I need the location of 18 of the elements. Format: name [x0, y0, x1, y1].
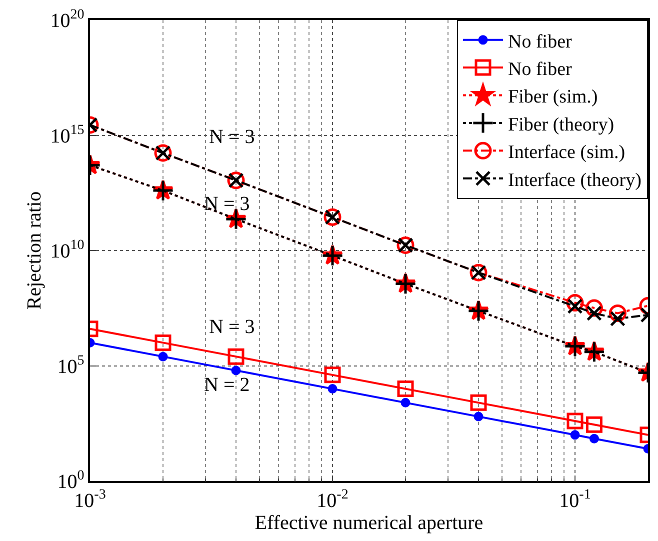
x-axis-title: Effective numerical aperture: [254, 512, 484, 534]
legend-label: Interface (theory): [508, 170, 642, 191]
legend-label: Fiber (sim.): [508, 86, 598, 108]
x-tick-label: 10$^{-2}$: [316, 487, 348, 512]
annotation: N = 3: [209, 126, 255, 148]
legend-label: Fiber (theory): [508, 114, 614, 136]
legend-label: No fiber: [508, 58, 573, 80]
y-tick-label: 10$^{10}$: [50, 238, 84, 262]
y-tick-label: 10$^{15}$: [50, 122, 84, 148]
x-tick-label: 10$^{-1}$: [559, 487, 591, 512]
legend-label: Interface (sim.): [508, 142, 626, 164]
y-tick-label: 10$^{5}$: [57, 353, 84, 378]
annotation: N = 2: [204, 374, 250, 396]
annotation: N = 3: [209, 316, 255, 338]
y-axis-title: Rejection ratio: [23, 191, 46, 310]
annotation: N = 3: [204, 193, 250, 215]
y-tick-label: 10$^{20}$: [50, 8, 84, 32]
legend-label: No fiber: [508, 31, 573, 52]
